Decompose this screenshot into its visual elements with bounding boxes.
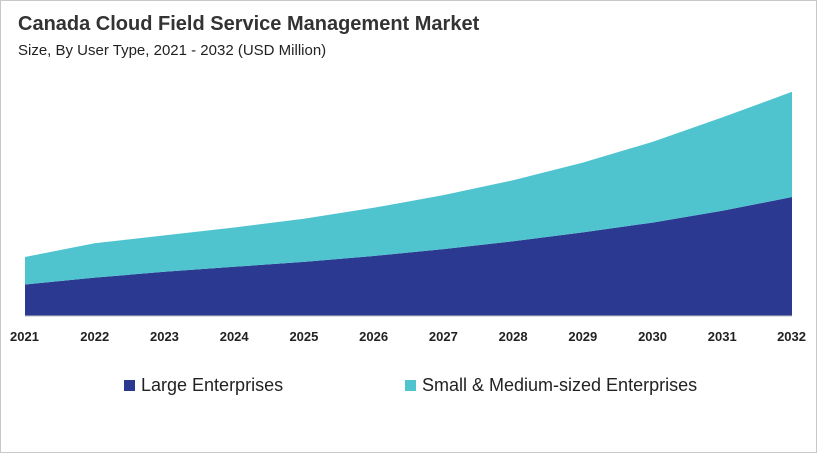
legend-swatch-small-medium-enterprises <box>405 380 416 391</box>
x-tick-2028: 2028 <box>499 329 528 344</box>
area-series-1 <box>25 91 792 285</box>
x-axis-ticks: 2021 2022 2023 2024 2025 2026 2027 2028 2029 2030… <box>10 329 806 344</box>
chart-title: Canada Cloud Field Service Management Ma… <box>18 13 480 35</box>
series-areas <box>25 91 792 316</box>
legend-label-large-enterprises: Large Enterprises <box>141 375 284 395</box>
chart-subtitle: Size, By User Type, 2021 - 2032 (USD Mil… <box>18 42 327 59</box>
x-tick-2029: 2029 <box>568 329 597 344</box>
x-tick-2025: 2025 <box>289 329 318 344</box>
x-tick-2027: 2027 <box>429 329 458 344</box>
x-tick-2021: 2021 <box>10 329 39 344</box>
legend-item-small-medium-enterprises: Small & Medium-sized Enterprises <box>405 375 697 396</box>
x-tick-2032: 2032 <box>777 329 806 344</box>
x-tick-2024: 2024 <box>220 329 250 344</box>
x-tick-2023: 2023 <box>150 329 179 344</box>
area-series-0 <box>25 197 792 316</box>
x-tick-2026: 2026 <box>359 329 388 344</box>
x-tick-2030: 2030 <box>638 329 667 344</box>
legend-label-small-medium-enterprises: Small & Medium-sized Enterprises <box>422 375 698 395</box>
legend-swatch-large-enterprises <box>124 380 135 391</box>
x-tick-2031: 2031 <box>708 329 737 344</box>
x-tick-2022: 2022 <box>80 329 109 344</box>
legend-item-large-enterprises: Large Enterprises <box>124 375 283 396</box>
